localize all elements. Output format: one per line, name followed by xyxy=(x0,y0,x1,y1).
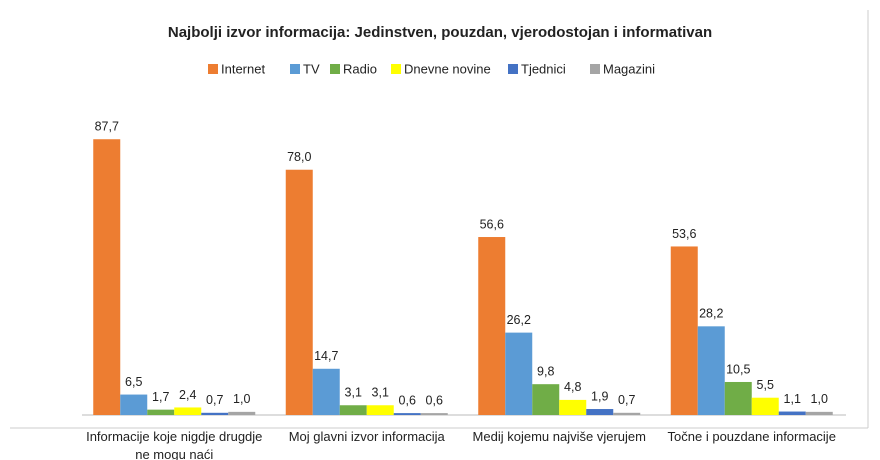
legend-swatch xyxy=(391,64,401,74)
data-label: 53,6 xyxy=(672,227,696,241)
legend-swatch xyxy=(590,64,600,74)
data-label: 0,6 xyxy=(426,393,443,407)
bar xyxy=(120,394,148,415)
bar xyxy=(228,411,256,415)
data-label: 56,6 xyxy=(480,217,504,231)
data-label: 1,0 xyxy=(233,392,250,406)
data-label: 0,7 xyxy=(206,393,223,407)
data-label: 6,5 xyxy=(125,375,142,389)
bar xyxy=(147,409,175,415)
data-label: 0,6 xyxy=(399,393,416,407)
bar xyxy=(478,237,506,415)
x-tick-label: Informacije koje nigdje drugdje ne mogu … xyxy=(86,429,263,460)
x-tick-label: Točne i pouzdane informacije xyxy=(667,429,836,444)
bar xyxy=(670,246,698,415)
legend-label: TV xyxy=(303,61,320,76)
data-label: 1,0 xyxy=(811,392,828,406)
chart-title: Najbolji izvor informacija: Jedinstven, … xyxy=(168,24,712,41)
bar xyxy=(805,411,833,415)
legend-label: Tjednici xyxy=(521,61,566,76)
legend-swatch xyxy=(330,64,340,74)
bar xyxy=(505,332,533,415)
bar xyxy=(778,411,806,415)
legend-label: Internet xyxy=(221,61,265,76)
data-label: 1,9 xyxy=(591,389,608,403)
bar xyxy=(93,139,121,415)
data-label: 2,4 xyxy=(179,388,196,402)
data-label: 10,5 xyxy=(726,362,750,376)
data-label: 0,7 xyxy=(618,393,635,407)
data-label: 28,2 xyxy=(699,307,723,321)
bar xyxy=(174,407,202,415)
bar xyxy=(285,169,313,415)
data-label: 1,1 xyxy=(784,392,801,406)
x-tick-label: Medij kojemu najviše vjerujem xyxy=(472,429,646,444)
bar xyxy=(201,412,229,415)
bar xyxy=(366,405,394,415)
x-tick-label: Moj glavni izvor informacija xyxy=(288,429,445,444)
bar xyxy=(532,384,560,415)
data-label: 9,8 xyxy=(537,364,554,378)
data-label: 1,7 xyxy=(152,390,169,404)
data-label: 3,1 xyxy=(345,386,362,400)
bar xyxy=(393,413,421,415)
bar xyxy=(312,368,340,415)
data-label: 3,1 xyxy=(372,386,389,400)
legend-swatch xyxy=(290,64,300,74)
legend-label: Dnevne novine xyxy=(404,61,491,76)
bar xyxy=(339,405,367,415)
legend-swatch xyxy=(208,64,218,74)
bar xyxy=(724,381,752,415)
data-label: 4,8 xyxy=(564,380,581,394)
bar xyxy=(420,413,448,415)
legend-swatch xyxy=(508,64,518,74)
data-label: 14,7 xyxy=(314,349,338,363)
bar xyxy=(586,409,614,415)
bar xyxy=(697,326,725,415)
bar xyxy=(559,399,587,415)
data-label: 87,7 xyxy=(95,120,119,134)
bar xyxy=(751,397,779,415)
data-label: 78,0 xyxy=(287,150,311,164)
legend-label: Magazini xyxy=(603,61,655,76)
data-label: 5,5 xyxy=(757,378,774,392)
legend-label: Radio xyxy=(343,61,377,76)
data-label: 26,2 xyxy=(507,313,531,327)
bar xyxy=(613,412,641,415)
